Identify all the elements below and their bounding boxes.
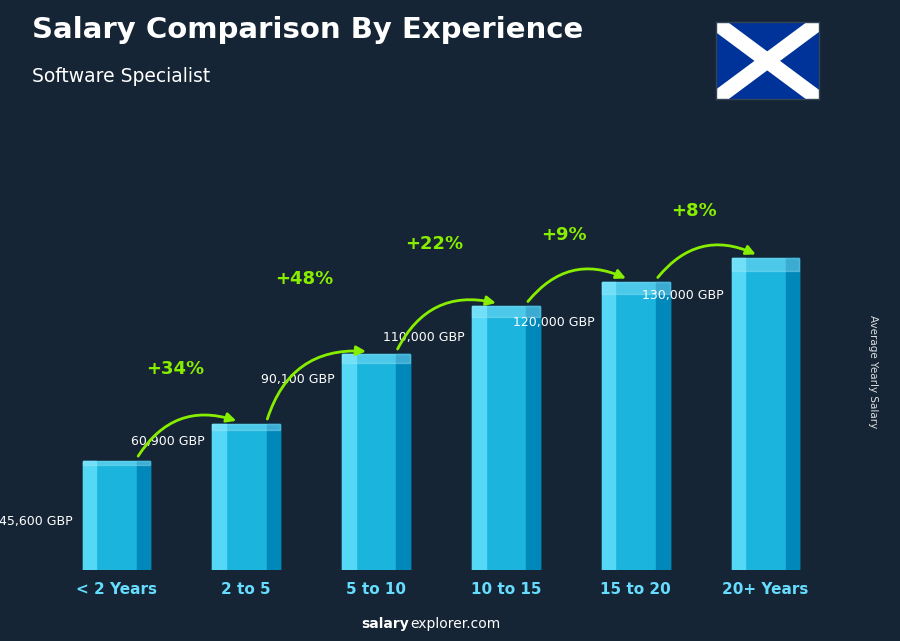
Bar xyxy=(656,282,670,570)
Text: Software Specialist: Software Specialist xyxy=(32,67,210,87)
Text: Salary Comparison By Experience: Salary Comparison By Experience xyxy=(32,16,583,44)
Bar xyxy=(472,306,540,317)
Text: +22%: +22% xyxy=(405,235,464,253)
Text: salary: salary xyxy=(362,617,410,631)
Bar xyxy=(212,424,280,570)
Bar xyxy=(472,306,540,570)
Text: 110,000 GBP: 110,000 GBP xyxy=(382,331,464,344)
Bar xyxy=(396,354,410,570)
Text: explorer.com: explorer.com xyxy=(410,617,500,631)
Bar xyxy=(342,354,410,570)
Bar xyxy=(732,258,745,570)
Text: +8%: +8% xyxy=(671,201,717,219)
Text: 130,000 GBP: 130,000 GBP xyxy=(643,289,724,302)
FancyArrowPatch shape xyxy=(267,347,363,419)
Bar xyxy=(83,461,150,465)
FancyArrowPatch shape xyxy=(658,245,753,278)
Bar xyxy=(212,424,226,570)
Text: 90,100 GBP: 90,100 GBP xyxy=(261,374,335,387)
Text: +34%: +34% xyxy=(146,360,204,378)
Text: +9%: +9% xyxy=(542,226,587,244)
Text: 120,000 GBP: 120,000 GBP xyxy=(513,316,594,329)
Bar xyxy=(137,461,150,570)
Text: +48%: +48% xyxy=(275,270,334,288)
Bar xyxy=(83,461,150,570)
Text: 60,900 GBP: 60,900 GBP xyxy=(131,435,204,448)
Bar xyxy=(602,282,670,570)
Bar xyxy=(342,354,356,570)
Text: 45,600 GBP: 45,600 GBP xyxy=(0,515,72,528)
Bar xyxy=(526,306,540,570)
Bar xyxy=(83,461,96,570)
Bar xyxy=(786,258,799,570)
Bar xyxy=(602,282,670,294)
Bar xyxy=(732,258,799,570)
Bar xyxy=(342,354,410,363)
Bar xyxy=(472,306,486,570)
Bar xyxy=(602,282,616,570)
FancyArrowPatch shape xyxy=(528,269,623,301)
Text: Average Yearly Salary: Average Yearly Salary xyxy=(868,315,878,428)
FancyArrowPatch shape xyxy=(398,297,493,349)
Bar xyxy=(732,258,799,271)
Bar xyxy=(212,424,280,430)
FancyArrowPatch shape xyxy=(138,414,233,456)
Bar xyxy=(266,424,280,570)
